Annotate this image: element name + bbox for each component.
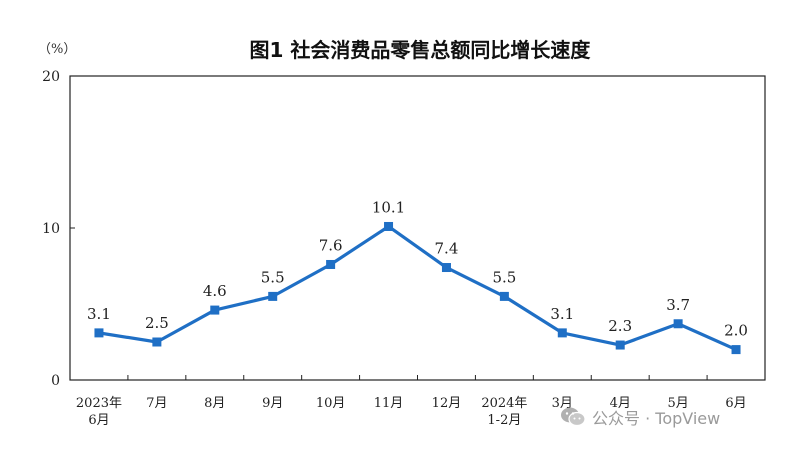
y-tick-label: 10: [42, 221, 60, 237]
data-point: [557, 328, 567, 338]
data-point: [441, 263, 451, 273]
wechat-icon: [561, 407, 586, 427]
x-tick-label: 2024年 1-2月: [481, 396, 527, 428]
plot-frame: [69, 75, 766, 381]
y-axis-unit: （%）: [38, 42, 77, 57]
series-line: [98, 224, 737, 352]
x-tick-label: 9月: [262, 396, 283, 411]
y-tick-label: 20: [42, 69, 60, 85]
watermark-text: 公众号 · TopView: [592, 409, 721, 428]
x-tick-label: 4月: [610, 396, 631, 411]
data-label: 2.3: [608, 317, 632, 335]
data-label: 3.1: [550, 305, 574, 323]
data-point: [210, 305, 220, 315]
x-tick-label: 12月: [432, 396, 462, 411]
data-point: [326, 259, 336, 269]
data-label: 5.5: [261, 268, 285, 286]
data-label: 7.6: [319, 236, 343, 254]
data-point: [94, 328, 104, 338]
x-tick-label: 7月: [146, 396, 167, 411]
data-label: 2.5: [145, 314, 169, 332]
data-label: 10.1: [372, 198, 405, 216]
data-label: 3.1: [87, 305, 111, 323]
data-point: [152, 337, 162, 347]
watermark: 公众号 · TopView: [560, 404, 720, 430]
chart-title: 图1 社会消费品零售总额同比增长速度: [249, 38, 591, 62]
data-point: [731, 345, 741, 355]
data-label: 3.7: [666, 296, 690, 314]
data-label: 7.4: [435, 240, 459, 258]
x-tick-label: 2023年 6月: [76, 396, 122, 428]
data-point: [268, 291, 278, 301]
x-tick-label: 10月: [316, 396, 346, 411]
y-tick-label: 0: [51, 373, 60, 389]
data-label: 4.6: [203, 282, 227, 300]
x-tick-label: 3月: [552, 396, 573, 411]
data-point: [499, 291, 509, 301]
data-point: [384, 221, 394, 231]
data-point: [615, 340, 625, 350]
x-tick-label: 8月: [204, 396, 225, 411]
x-tick-label: 6月: [725, 396, 746, 411]
data-label: 2.0: [724, 322, 748, 340]
data-point: [673, 319, 683, 329]
data-label: 5.5: [492, 268, 516, 286]
x-tick-label: 5月: [667, 396, 688, 411]
x-tick-label: 11月: [374, 396, 404, 411]
